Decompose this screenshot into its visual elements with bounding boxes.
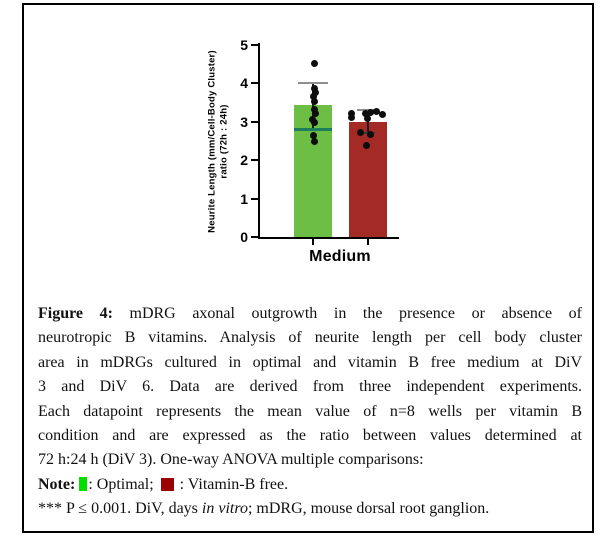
data-point-vitamin-b-free-4 — [366, 108, 374, 116]
caption-line-2: neurotropic B vitamins. Analysis of neur… — [38, 329, 582, 347]
y-tick-0 — [251, 236, 258, 238]
y-tick-5 — [251, 44, 258, 46]
data-point-optimal-2 — [310, 84, 318, 92]
y-tick-1 — [251, 197, 258, 200]
caption-line-9: *** P ≤ 0.001. DiV, days in vitro; mDRG,… — [38, 500, 490, 518]
x-axis-label: Medium — [309, 248, 371, 265]
data-point-vitamin-b-free-5 — [372, 107, 380, 115]
data-point-optimal-4 — [309, 93, 317, 101]
data-point-optimal-1 — [310, 59, 318, 67]
caption-line-6: condition and are expressed as the ratio… — [38, 427, 582, 445]
figure-number-label: Figure 4: — [38, 305, 113, 322]
y-tick-label-5: 5 — [240, 37, 248, 53]
error-cap-top-optimal — [298, 82, 328, 85]
data-point-vitamin-b-free-10 — [362, 142, 370, 150]
caption-line-3: area in mDRGs cultured in optimal and vi… — [38, 353, 582, 371]
note-label: Note: — [38, 475, 76, 493]
figure-border: Neurite Length (mm/Cell-Body Cluster) ra… — [22, 3, 594, 533]
data-point-vitamin-b-free-6 — [378, 111, 386, 119]
y-tick-label-2: 2 — [240, 152, 248, 169]
error-cap-bottom-optimal — [294, 127, 332, 131]
y-tick-2 — [251, 159, 258, 162]
bar-chart-plot-area: 0 1 2 3 4 5 — [240, 37, 399, 245]
caption-line-7: 72 h:24 h (DiV 3). One-way ANOVA multipl… — [38, 451, 424, 469]
caption-line-5: Each datapoint represents the mean value… — [38, 402, 582, 420]
data-point-vitamin-b-free-7 — [363, 115, 371, 123]
data-point-vitamin-b-free-9 — [366, 130, 374, 138]
y-tick-4 — [251, 82, 258, 85]
data-point-optimal-7 — [311, 110, 319, 118]
data-point-vitamin-b-free-8 — [356, 129, 364, 137]
caption-legend-line: Note:: Optimal; : Vitamin-B free. — [38, 475, 289, 493]
x-tick-vitamin-b-free — [367, 239, 369, 245]
data-point-vitamin-b-free-3 — [361, 109, 369, 117]
x-tick-optimal — [312, 239, 314, 245]
legend-swatch-optimal — [79, 476, 88, 491]
y-tick-3 — [251, 120, 258, 123]
y-axis-line — [258, 43, 260, 239]
y-tick-label-1: 1 — [240, 190, 248, 207]
legend-swatch-vitamin-b-free — [160, 477, 174, 491]
caption-line-1: Figure 4: mDRG axonal outgrowth in the p… — [38, 305, 583, 322]
bar-vitamin-b-free — [349, 121, 387, 237]
data-point-vitamin-b-free-2 — [347, 113, 355, 121]
figure-caption: Figure 4: mDRG axonal outgrowth in the p… — [38, 302, 582, 522]
data-point-optimal-9 — [310, 119, 318, 127]
y-tick-label-4: 4 — [240, 75, 248, 92]
data-point-optimal-10 — [309, 131, 317, 139]
caption-line-4: 3 and DiV 6. Data are derived from three… — [38, 378, 582, 396]
data-point-optimal-3 — [311, 88, 319, 96]
y-axis-label-line1: Neurite Length (mm/Cell-Body Cluster) — [206, 49, 218, 233]
data-point-vitamin-b-free-1 — [347, 109, 355, 117]
x-axis-line — [258, 237, 399, 239]
data-point-optimal-5 — [310, 98, 318, 106]
y-tick-label-0: 0 — [240, 229, 248, 245]
data-point-optimal-11 — [310, 138, 318, 146]
y-tick-label-3: 3 — [240, 113, 248, 130]
in-vitro-italic: in vitro — [201, 500, 248, 518]
data-point-optimal-6 — [310, 106, 318, 114]
